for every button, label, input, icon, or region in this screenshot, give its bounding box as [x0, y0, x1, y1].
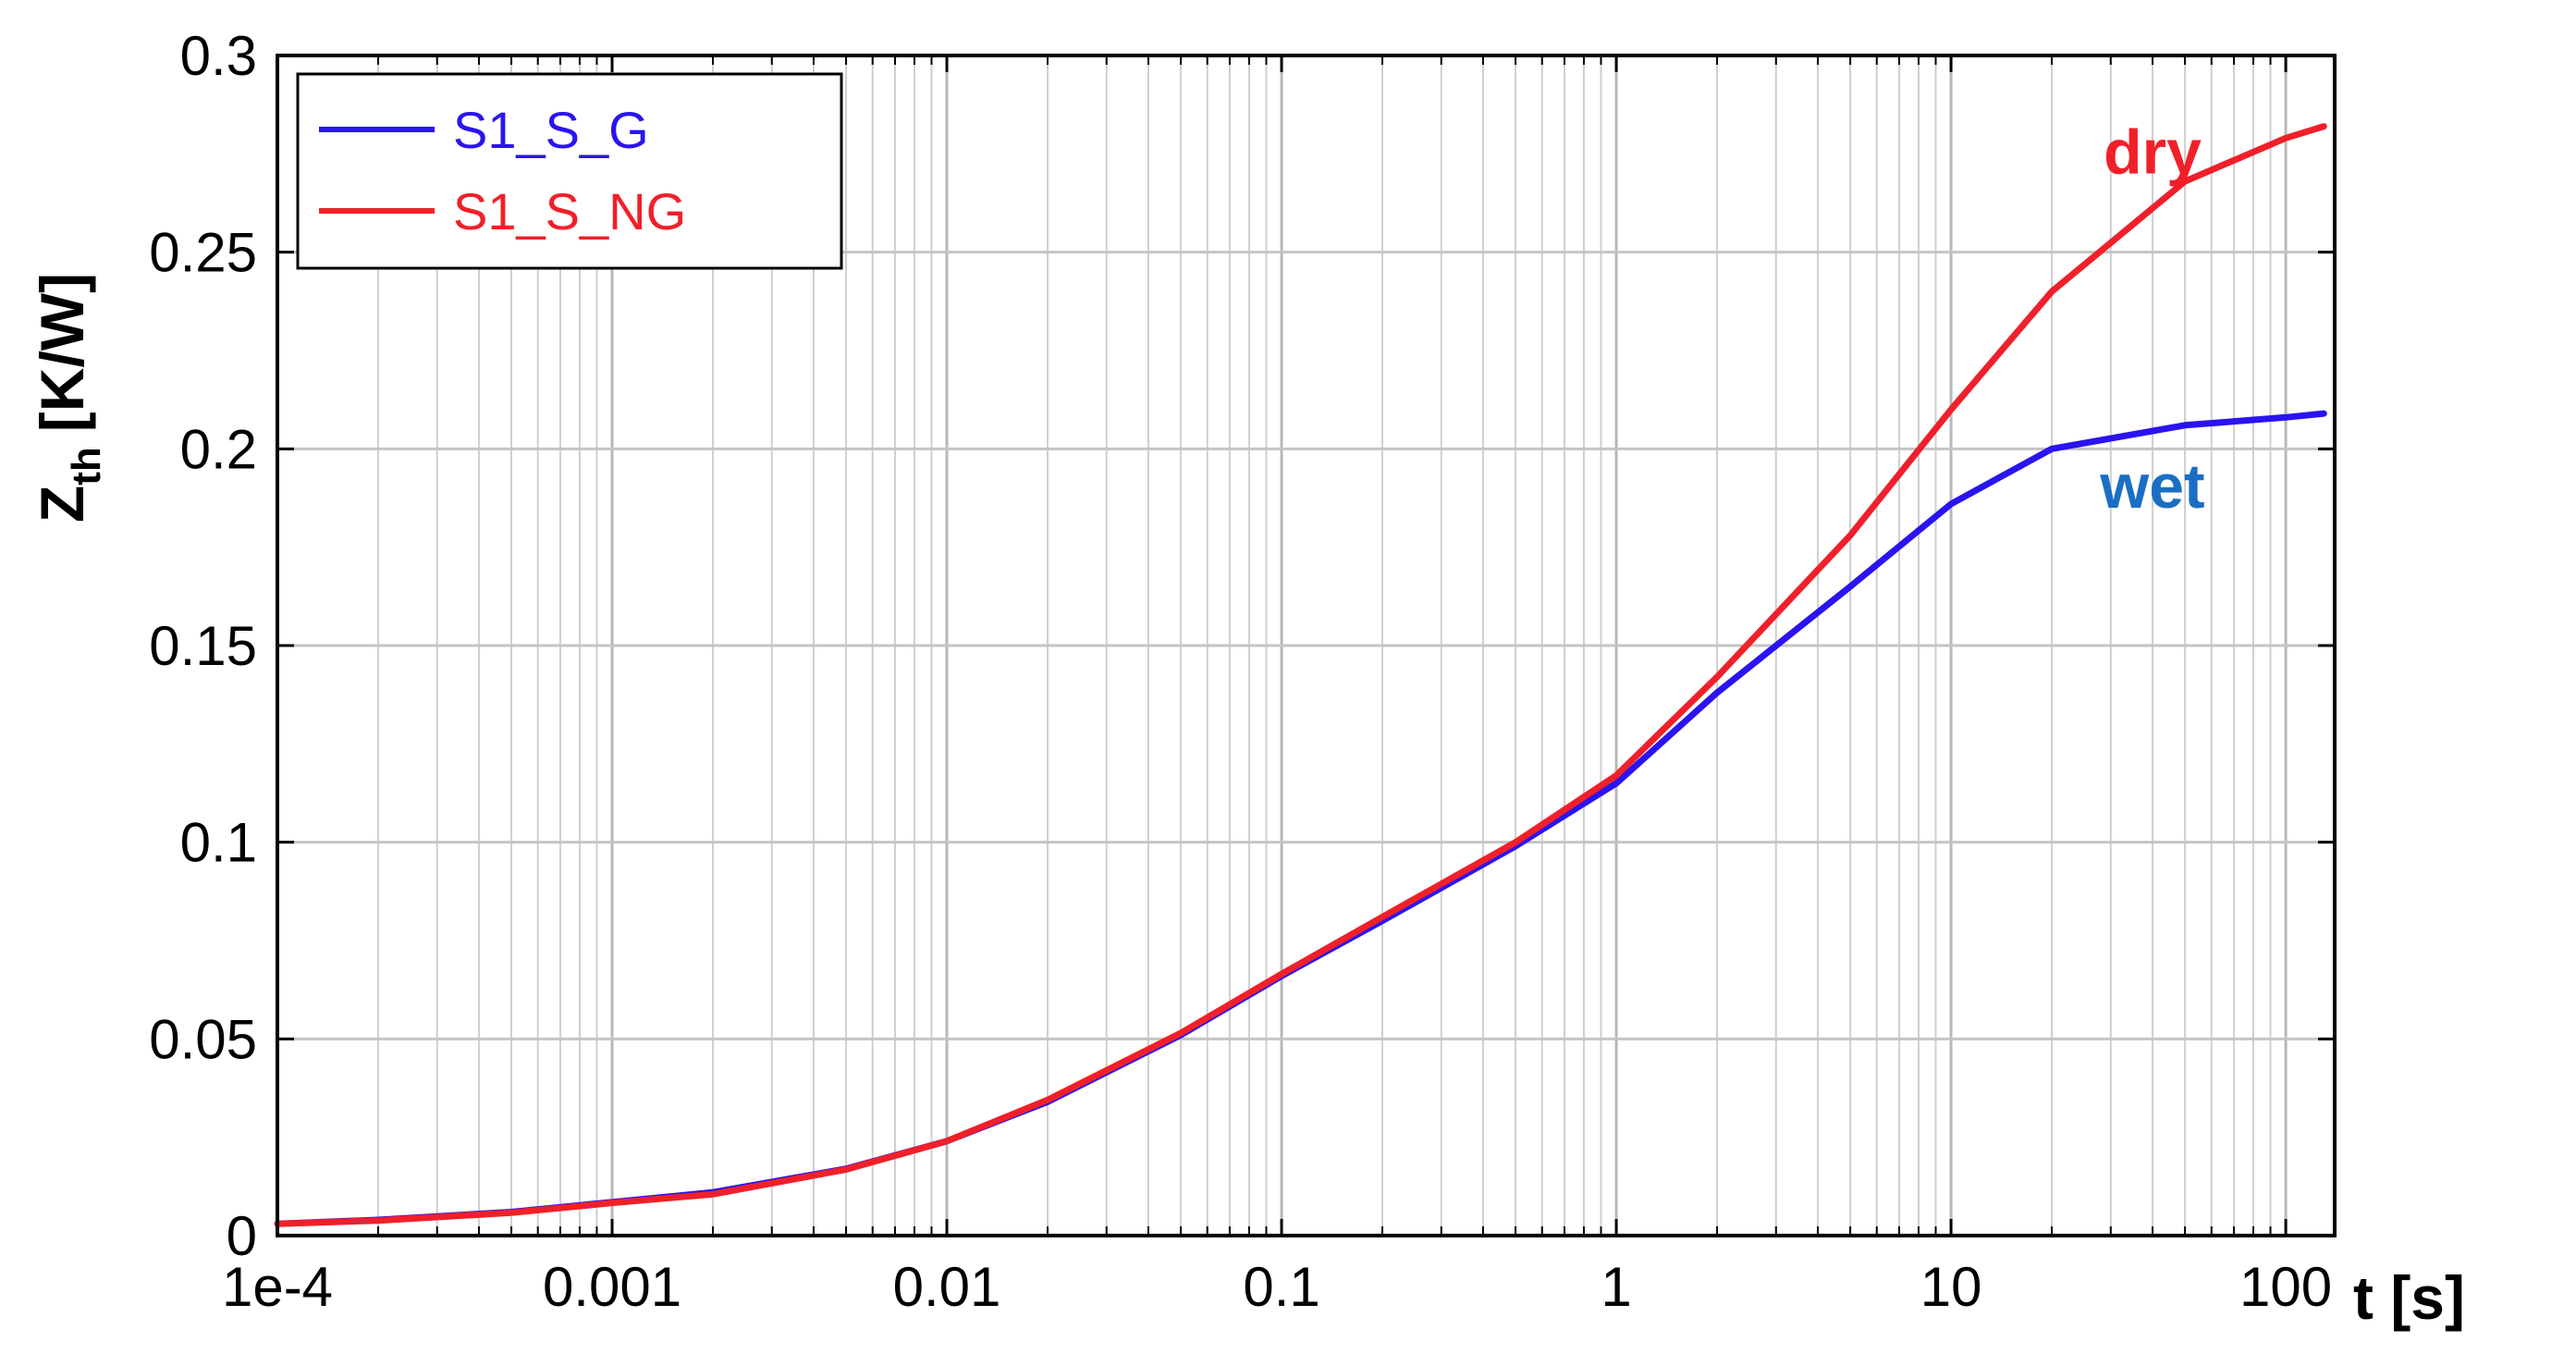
- y-axis-title: Zth [K/W]: [28, 273, 109, 523]
- x-tick-label: 1e-4: [222, 1256, 333, 1318]
- y-tick-label: 0.15: [149, 615, 257, 677]
- series-layer: [274, 123, 2327, 1227]
- x-tick-label: 1: [1601, 1256, 1631, 1318]
- series-line-s1-s-ng: [274, 123, 2327, 1227]
- y-tick-label: 0.1: [180, 812, 257, 874]
- x-tick-label: 10: [1920, 1256, 1982, 1318]
- y-axis-title-main: Z: [28, 486, 96, 523]
- y-tick-label: 0.05: [149, 1008, 257, 1070]
- y-tick-label: 0.3: [180, 25, 257, 87]
- svg-text:Zth[K/W]: Zth [K/W]: [28, 273, 109, 523]
- y-tick-label: 0.2: [180, 418, 257, 480]
- legend: S1_S_G S1_S_NG: [296, 72, 843, 270]
- y-axis-title-sub: th: [64, 447, 109, 486]
- tick-layer: 1e-4 0.001 0.01 0.1 1 10 100 0 0.05 0.1 0.15 0.2 0.2…: [149, 25, 2335, 1318]
- x-tick-label: 100: [2239, 1256, 2332, 1318]
- x-tick-label: 0.01: [893, 1256, 1001, 1318]
- legend-box: [296, 72, 843, 270]
- legend-label-s1-s-ng: S1_S_NG: [453, 182, 686, 240]
- annotation-wet: wet: [2099, 451, 2204, 522]
- legend-label-s1-s-g: S1_S_G: [453, 101, 649, 159]
- y-tick-label: 0.25: [149, 222, 257, 284]
- annotation-dry: dry: [2104, 117, 2202, 188]
- y-tick-label: 0: [227, 1205, 257, 1267]
- y-axis-title-unit: [K/W]: [28, 273, 96, 432]
- x-tick-label: 0.1: [1243, 1256, 1319, 1318]
- x-tick-label: 0.001: [543, 1256, 681, 1318]
- x-axis-title: t [s]: [2353, 1263, 2465, 1332]
